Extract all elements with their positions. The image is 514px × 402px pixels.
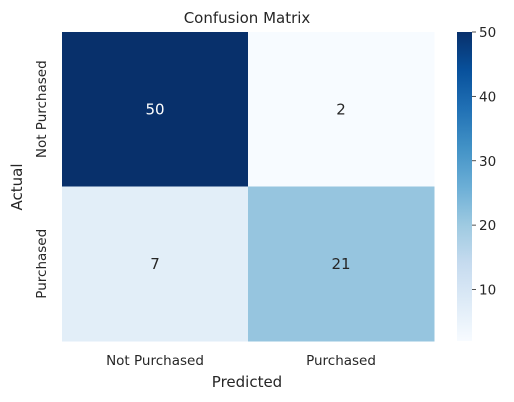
heatmap-annotations: 50 2 7 21 xyxy=(145,100,350,273)
colorbar-tick-label: 20 xyxy=(479,218,496,234)
heatmap-cell xyxy=(62,186,249,342)
colorbar-ticks: 10 20 30 40 50 xyxy=(472,25,496,299)
y-tick-label: Not Purchased xyxy=(34,60,50,158)
chart-title: Confusion Matrix xyxy=(184,9,311,27)
x-tick-label: Not Purchased xyxy=(106,353,204,369)
y-tick-label: Purchased xyxy=(34,229,50,299)
heatmap-cell xyxy=(248,32,435,187)
cell-value-label: 7 xyxy=(150,255,160,273)
y-axis-label: Actual xyxy=(8,164,26,211)
heatmap-cells xyxy=(62,32,435,342)
colorbar-tick-label: 30 xyxy=(479,154,496,170)
heatmap-cell xyxy=(248,186,435,342)
x-tick-labels: Not Purchased Purchased xyxy=(106,353,376,369)
x-axis-label: Predicted xyxy=(212,373,282,391)
y-tick-labels: Not Purchased Purchased xyxy=(34,60,50,298)
colorbar xyxy=(457,32,472,341)
colorbar-tick-label: 10 xyxy=(479,283,496,299)
colorbar-tick-label: 40 xyxy=(479,89,496,105)
colorbar-tick-label: 50 xyxy=(479,25,496,41)
cell-value-label: 21 xyxy=(331,255,350,273)
x-tick-label: Purchased xyxy=(306,353,376,369)
cell-value-label: 50 xyxy=(145,100,164,118)
heatmap-cell xyxy=(62,32,249,187)
cell-value-label: 2 xyxy=(336,100,346,118)
